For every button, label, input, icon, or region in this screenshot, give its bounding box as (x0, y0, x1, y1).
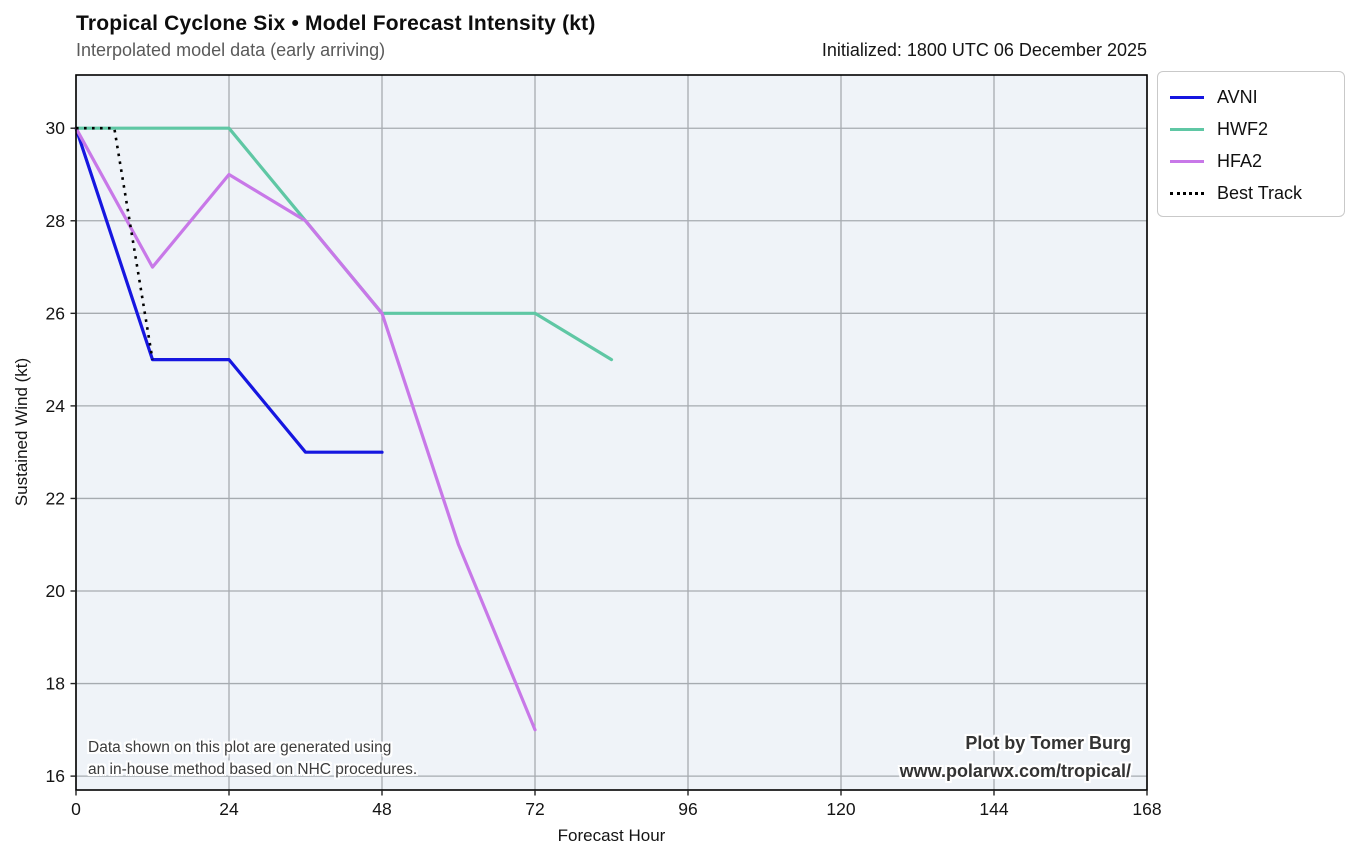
x-axis-label: Forecast Hour (557, 826, 666, 845)
y-tick-label: 24 (46, 396, 66, 416)
y-tick-label: 18 (46, 674, 65, 694)
series-line-avni (74, 126, 384, 454)
x-tick-label: 48 (372, 799, 391, 819)
legend-swatch-avni (1170, 95, 1204, 99)
legend-swatch-hwf2 (1170, 127, 1204, 131)
x-tick-label: 24 (219, 799, 239, 819)
plot-area (76, 75, 1147, 790)
x-tick-label: 96 (678, 799, 697, 819)
method-annotation: Data shown on this plot are generated us… (88, 737, 417, 781)
y-tick-label: 28 (46, 211, 65, 231)
x-tick-label: 72 (525, 799, 544, 819)
legend-label: Best Track (1217, 182, 1303, 203)
method-annotation-line1: Data shown on this plot are generated us… (88, 739, 392, 756)
legend-label: AVNI (1217, 86, 1258, 107)
legend-item-best-track: Best Track (1170, 177, 1334, 209)
legend-label: HFA2 (1217, 150, 1263, 171)
y-tick-label: 22 (46, 488, 65, 508)
y-axis-label: Sustained Wind (kt) (12, 357, 31, 507)
legend: AVNI HWF2 HFA2 Best Track (1157, 71, 1345, 217)
credit-author: Plot by Tomer Burg (965, 733, 1131, 753)
chart-subtitle: Interpolated model data (early arriving) (76, 40, 386, 60)
y-tick-label: 16 (46, 766, 65, 786)
legend-item-hfa2: HFA2 (1170, 145, 1334, 177)
x-tick-label: 144 (979, 799, 1008, 819)
legend-item-avni: AVNI (1170, 81, 1334, 113)
y-tick-label: 26 (46, 303, 65, 323)
credit-url: www.polarwx.com/tropical/ (899, 761, 1131, 781)
x-tick-label: 0 (71, 799, 81, 819)
x-tick-label: 168 (1132, 799, 1161, 819)
initialized-timestamp: Initialized: 1800 UTC 06 December 2025 (821, 40, 1147, 60)
x-tick-label: 120 (826, 799, 855, 819)
legend-swatch-hfa2 (1170, 159, 1204, 163)
y-tick-label: 20 (46, 581, 66, 601)
plot-border (75, 74, 1148, 791)
method-annotation-line2: an in-house method based on NHC procedur… (88, 761, 418, 778)
series-line-hfa2 (74, 126, 537, 732)
legend-swatch-best-track (1170, 191, 1204, 195)
chart-title: Tropical Cyclone Six • Model Forecast In… (76, 12, 596, 35)
credit-text: Plot by Tomer Burg www.polarwx.com/tropi… (900, 729, 1131, 785)
legend-label: HWF2 (1217, 118, 1268, 139)
legend-item-hwf2: HWF2 (1170, 113, 1334, 145)
y-tick-label: 30 (46, 118, 66, 138)
